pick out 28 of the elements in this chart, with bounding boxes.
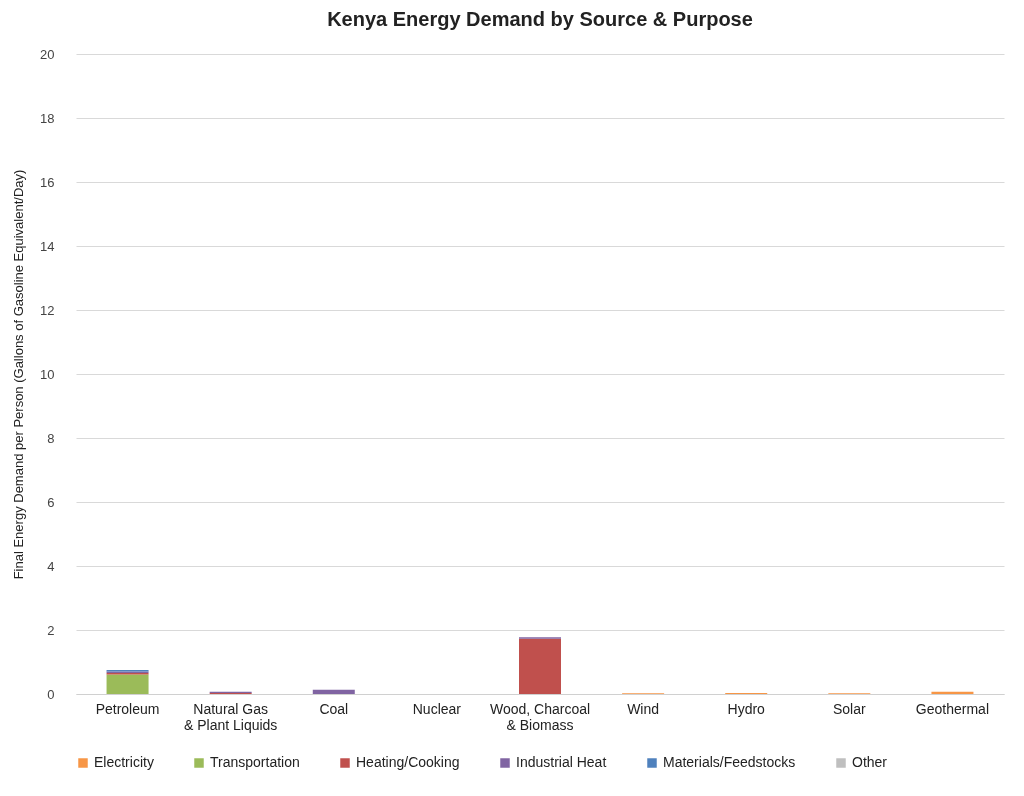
y-tick-label: 20 (40, 46, 55, 62)
legend-label: Industrial Heat (516, 754, 607, 770)
legend-label: Electricity (94, 754, 154, 770)
x-tick-label: Natural Gas & Plant Liquids (183, 700, 278, 733)
legend-label: Transportation (210, 754, 300, 770)
y-tick-label: 8 (47, 430, 55, 446)
x-tick-label: Wood, Charcoal & Biomass (489, 700, 591, 733)
legend-label: Other (852, 754, 888, 770)
x-tick-label: Wind (627, 700, 660, 717)
y-axis-title: Final Energy Demand per Person (Gallons of Gasoline Equivalent/Day) (11, 169, 27, 580)
y-tick-label: 18 (40, 110, 55, 126)
x-tick-label: Solar (832, 700, 867, 717)
x-tick-label: Coal (319, 700, 349, 717)
chart-title: Kenya Energy Demand by Source & Purpose (327, 8, 753, 30)
y-tick-label: 2 (47, 622, 55, 638)
x-tick-label: Geothermal (915, 700, 990, 717)
y-tick-label: 0 (47, 686, 55, 702)
y-tick-label: 6 (47, 494, 55, 510)
y-tick-label: 10 (40, 366, 55, 382)
y-tick-label: 14 (40, 238, 55, 254)
x-tick-label: Hydro (727, 700, 766, 717)
x-tick-label: Petroleum (95, 700, 160, 717)
y-tick-label: 4 (47, 558, 55, 574)
x-tick-label: Nuclear (412, 700, 462, 717)
legend-label: Materials/Feedstocks (663, 754, 796, 770)
y-tick-label: 12 (40, 302, 55, 318)
y-tick-label: 16 (40, 174, 55, 190)
legend-label: Heating/Cooking (356, 754, 460, 770)
